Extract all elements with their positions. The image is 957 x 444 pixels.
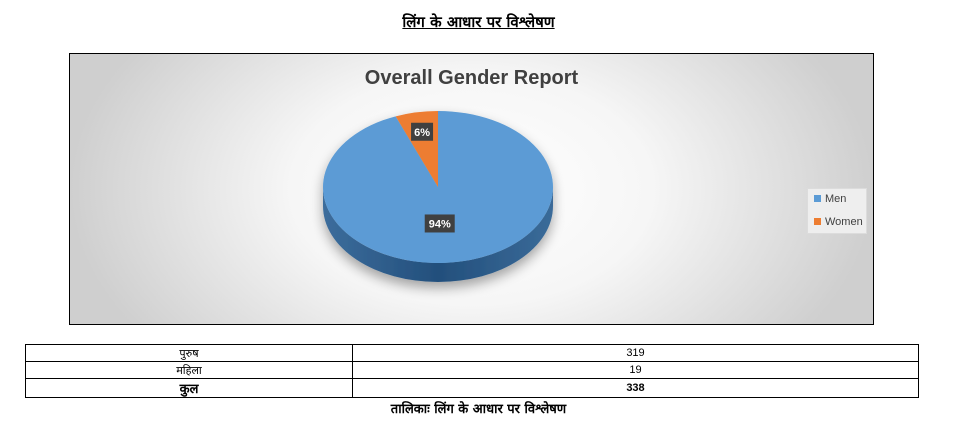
table-cell-label: पुरुष — [25, 344, 353, 362]
table-row-total: कुल 338 — [25, 378, 919, 398]
table-row: महिला 19 — [25, 361, 919, 379]
table-caption: तालिकाः लिंग के आधार पर विश्लेषण — [390, 402, 567, 417]
legend-label-women: Women — [825, 216, 863, 228]
pie-chart: 94% 6% — [323, 111, 553, 282]
chart-title: Overall Gender Report — [364, 67, 579, 89]
table-cell-value: 338 — [352, 378, 919, 398]
legend-swatch-women — [814, 218, 821, 225]
gender-table: पुरुष 319 महिला 19 कुल 338 — [25, 344, 919, 398]
table-cell-value: 19 — [352, 361, 919, 379]
table-cell-label: कुल — [25, 378, 353, 398]
page-heading: लिंग के आधार पर विश्लेषण — [0, 12, 957, 32]
data-label-men: 94% — [424, 214, 455, 233]
legend-item-women: Women — [814, 215, 863, 229]
legend-swatch-men — [814, 195, 821, 202]
legend-item-men: Men — [814, 192, 846, 206]
data-label-women: 6% — [411, 122, 434, 141]
page-heading-text: लिंग के आधार पर विश्लेषण — [402, 13, 555, 31]
table-cell-value: 319 — [352, 344, 919, 362]
table-cell-label: महिला — [25, 361, 353, 379]
chart-legend: Men Women — [807, 188, 867, 234]
pie-side-wall — [323, 187, 553, 282]
table-row: पुरुष 319 — [25, 344, 919, 362]
svg-text:94%: 94% — [429, 218, 451, 230]
svg-text:6%: 6% — [414, 127, 430, 139]
gender-chart: Overall Gender Report 94% 6% Men Women — [69, 53, 874, 325]
legend-label-men: Men — [825, 193, 847, 205]
